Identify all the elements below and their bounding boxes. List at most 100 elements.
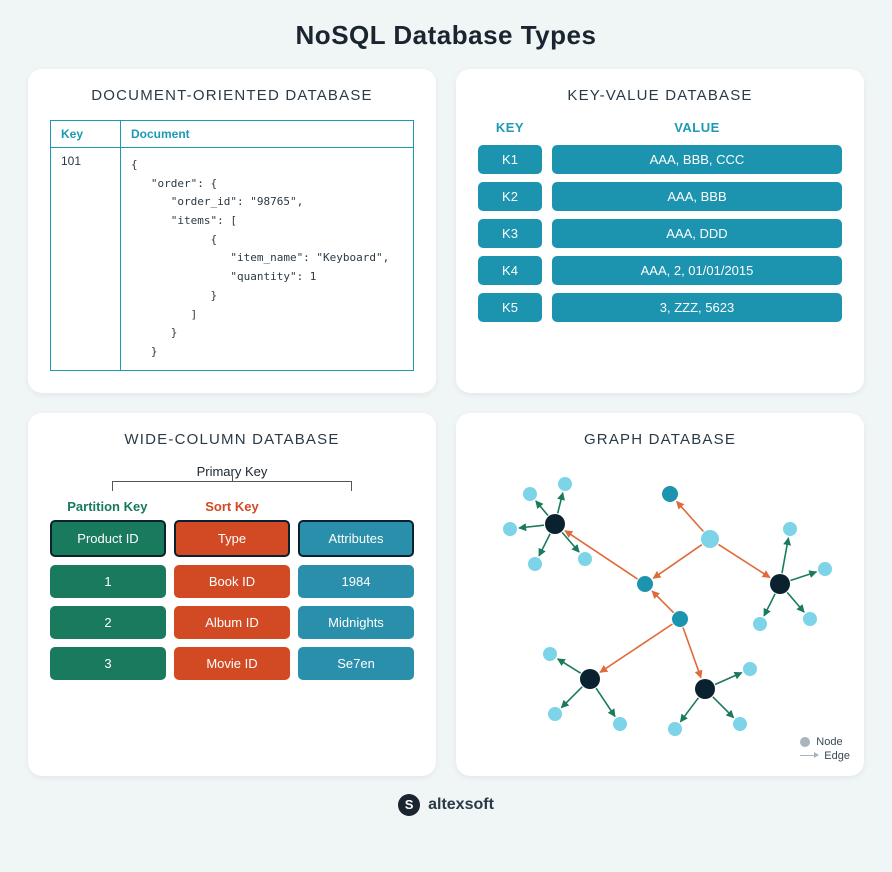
card-title-widecolumn: WIDE-COLUMN DATABASE bbox=[50, 431, 414, 448]
graph-node bbox=[753, 617, 767, 631]
card-graph-db: GRAPH DATABASE Node Edge bbox=[456, 413, 864, 776]
graph-node bbox=[503, 522, 517, 536]
graph-edge bbox=[539, 533, 550, 555]
graph-node bbox=[528, 557, 542, 571]
legend-edge-label: Edge bbox=[824, 750, 850, 762]
graph-node bbox=[558, 477, 572, 491]
wc-data-cell: Midnights bbox=[298, 606, 414, 639]
legend-node-icon bbox=[800, 737, 810, 747]
brand-logo-icon: S bbox=[398, 794, 420, 816]
wc-grid: Product IDTypeAttributes 1Book ID1984 2Alb… bbox=[50, 520, 414, 680]
graph-node bbox=[783, 522, 797, 536]
brand-name: altexsoft bbox=[428, 796, 494, 814]
card-keyvalue-db: KEY-VALUE DATABASE KEY VALUE K1 AAA, BBB,… bbox=[456, 69, 864, 393]
wc-sort-label: Sort Key bbox=[175, 499, 290, 514]
graph-edge bbox=[718, 544, 769, 577]
graph-edge bbox=[677, 501, 704, 531]
kv-key-cell: K5 bbox=[478, 293, 542, 322]
wc-header-cell: Type bbox=[174, 520, 290, 557]
graph-edge bbox=[558, 658, 581, 672]
legend-edge-icon bbox=[800, 755, 818, 756]
graph-node bbox=[695, 679, 715, 699]
wc-data-cell: 2 bbox=[50, 606, 166, 639]
wc-data-cell: 1 bbox=[50, 565, 166, 598]
graph-node bbox=[701, 530, 719, 548]
graph-edge bbox=[790, 571, 816, 580]
card-widecolumn-db: WIDE-COLUMN DATABASE Primary Key Partiti… bbox=[28, 413, 436, 776]
card-title-graph: GRAPH DATABASE bbox=[478, 431, 842, 448]
wc-data-cell: Movie ID bbox=[174, 647, 290, 680]
graph-node bbox=[613, 717, 627, 731]
graph-edge bbox=[680, 697, 698, 721]
document-table: Key Document 101 { "order": { "order_id"… bbox=[50, 120, 414, 371]
kv-key-cell: K4 bbox=[478, 256, 542, 285]
kv-value-header: VALUE bbox=[552, 120, 842, 135]
kv-rows-container: K1 AAA, BBB, CCC K2 AAA, BBB K3AAA, DDD K4 AAA… bbox=[478, 145, 842, 322]
kv-value-cell: AAA, BBB bbox=[552, 182, 842, 211]
kv-row: K5 3, ZZZ, 5623 bbox=[478, 293, 842, 322]
kv-row: K4 AAA, 2, 01/01/2015 bbox=[478, 256, 842, 285]
graph-edge bbox=[653, 544, 702, 578]
graph-node bbox=[803, 612, 817, 626]
graph-edge bbox=[787, 592, 804, 612]
kv-value-cell: AAA, 2, 01/01/2015 bbox=[552, 256, 842, 285]
legend-node-label: Node bbox=[816, 736, 842, 748]
graph-edge bbox=[715, 672, 742, 684]
graph-node bbox=[733, 717, 747, 731]
graph-node bbox=[543, 647, 557, 661]
graph-node bbox=[668, 722, 682, 736]
wc-partition-label: Partition Key bbox=[50, 499, 165, 514]
kv-row: K3AAA, DDD bbox=[478, 219, 842, 248]
graph-edge bbox=[764, 593, 775, 615]
doc-key-value: 101 bbox=[51, 148, 121, 370]
doc-key-header: Key bbox=[51, 121, 121, 147]
graph-node bbox=[580, 669, 600, 689]
footer: S altexsoft bbox=[28, 794, 864, 816]
graph-legend: Node Edge bbox=[800, 734, 850, 762]
card-title-keyvalue: KEY-VALUE DATABASE bbox=[478, 87, 842, 104]
graph-node bbox=[637, 576, 653, 592]
graph-edge bbox=[558, 492, 563, 513]
graph-node bbox=[770, 574, 790, 594]
graph-edge bbox=[652, 591, 674, 613]
graph-node bbox=[548, 707, 562, 721]
graph-node bbox=[523, 487, 537, 501]
graph-edge bbox=[782, 537, 788, 572]
kv-row: K2 AAA, BBB bbox=[478, 182, 842, 211]
kv-key-cell: K2 bbox=[478, 182, 542, 211]
wc-bracket bbox=[112, 481, 352, 495]
kv-value-cell: AAA, DDD bbox=[552, 219, 842, 248]
wc-data-cell: 3 bbox=[50, 647, 166, 680]
doc-doc-header: Document bbox=[121, 121, 413, 147]
page-title: NoSQL Database Types bbox=[28, 20, 864, 51]
card-document-db: DOCUMENT-ORIENTED DATABASE Key Document … bbox=[28, 69, 436, 393]
graph-node bbox=[818, 562, 832, 576]
graph-node bbox=[578, 552, 592, 566]
kv-value-cell: 3, ZZZ, 5623 bbox=[552, 293, 842, 322]
graph-edge bbox=[683, 627, 701, 677]
graph-edge bbox=[519, 525, 544, 528]
graph-node bbox=[672, 611, 688, 627]
graph-edge bbox=[596, 688, 615, 716]
graph-node bbox=[662, 486, 678, 502]
wc-header-cell: Attributes bbox=[298, 520, 414, 557]
wc-data-cell: Se7en bbox=[298, 647, 414, 680]
wc-data-cell: Book ID bbox=[174, 565, 290, 598]
wc-data-cell: 1984 bbox=[298, 565, 414, 598]
wc-header-cell: Product ID bbox=[50, 520, 166, 557]
kv-row: K1 AAA, BBB, CCC bbox=[478, 145, 842, 174]
graph-edge bbox=[713, 696, 734, 717]
graph-diagram bbox=[480, 464, 840, 754]
wc-data-cell: Album ID bbox=[174, 606, 290, 639]
card-title-document: DOCUMENT-ORIENTED DATABASE bbox=[50, 87, 414, 104]
graph-edge bbox=[565, 530, 638, 578]
cards-grid: DOCUMENT-ORIENTED DATABASE Key Document … bbox=[28, 69, 864, 776]
doc-json-content: { "order": { "order_id": "98765", "items… bbox=[121, 148, 413, 370]
kv-key-cell: K1 bbox=[478, 145, 542, 174]
kv-value-cell: AAA, BBB, CCC bbox=[552, 145, 842, 174]
graph-node bbox=[743, 662, 757, 676]
kv-key-header: KEY bbox=[478, 120, 542, 135]
graph-edge bbox=[536, 500, 548, 515]
graph-node bbox=[545, 514, 565, 534]
graph-edge bbox=[561, 686, 582, 707]
